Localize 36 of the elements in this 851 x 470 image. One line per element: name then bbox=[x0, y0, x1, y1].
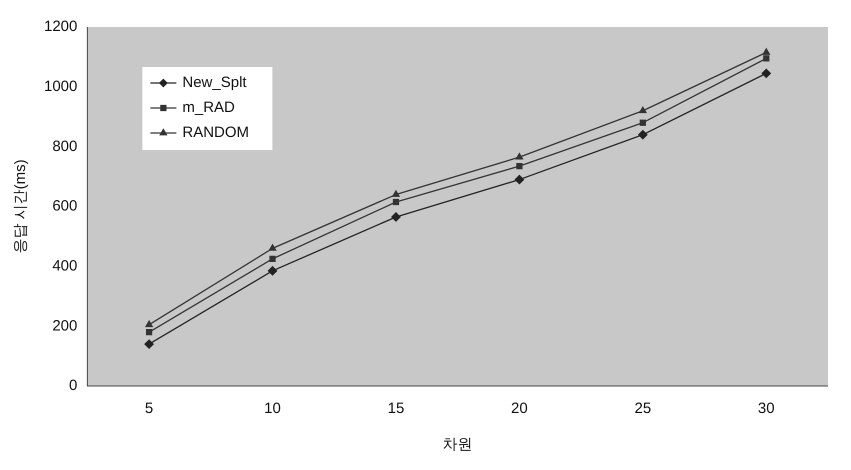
point bbox=[144, 339, 154, 349]
x-tick-label: 30 bbox=[758, 400, 775, 418]
point bbox=[268, 244, 276, 251]
x-tick-label: 25 bbox=[634, 400, 652, 418]
point bbox=[392, 190, 400, 197]
point bbox=[763, 55, 770, 62]
point bbox=[762, 68, 771, 78]
x-axis-title: 차원 bbox=[442, 436, 473, 454]
y-tick-label: 0 bbox=[69, 377, 78, 394]
x-tick-label: 15 bbox=[388, 400, 404, 418]
point bbox=[516, 152, 524, 160]
y-axis-title: 응답 시간(ms) bbox=[12, 159, 30, 254]
y-tick-label: 1200 bbox=[44, 18, 78, 36]
point bbox=[269, 256, 276, 262]
legend-label: m_RAD bbox=[182, 99, 236, 116]
point bbox=[392, 198, 400, 206]
y-tick-label: 400 bbox=[52, 257, 78, 274]
point bbox=[268, 266, 278, 276]
legend-label: RANDOM bbox=[182, 124, 250, 142]
y-tick-label: 1000 bbox=[44, 78, 78, 95]
point bbox=[145, 320, 153, 328]
x-tick-label: 20 bbox=[511, 400, 528, 418]
point bbox=[638, 130, 648, 140]
point bbox=[146, 329, 152, 336]
y-tick-label: 800 bbox=[52, 138, 78, 155]
y-tick-label: 600 bbox=[52, 198, 78, 215]
point bbox=[639, 106, 647, 114]
point bbox=[514, 174, 524, 184]
point bbox=[640, 120, 646, 126]
x-tick-label: 5 bbox=[144, 400, 154, 418]
legend-label: New_Splt bbox=[182, 74, 248, 92]
point bbox=[762, 48, 770, 55]
y-tick-label: 200 bbox=[52, 317, 78, 334]
point bbox=[391, 212, 401, 222]
x-tick-label: 10 bbox=[264, 400, 281, 418]
point bbox=[516, 162, 523, 170]
